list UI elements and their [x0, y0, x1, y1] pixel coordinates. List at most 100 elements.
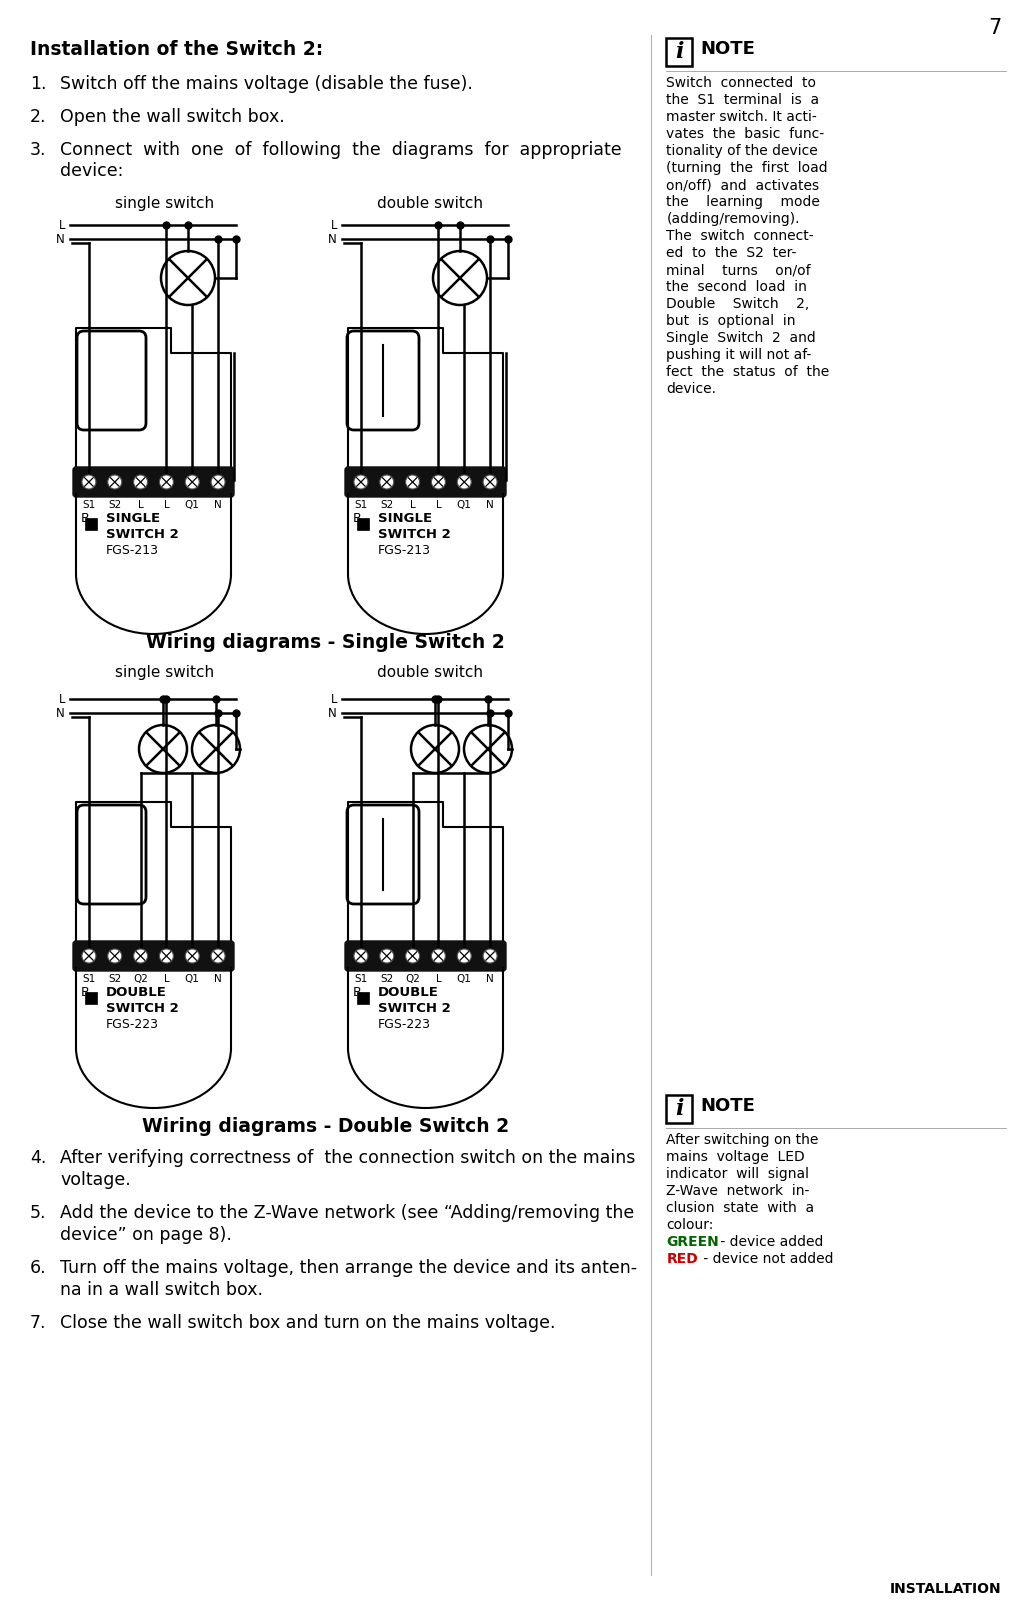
Text: N: N — [214, 500, 222, 511]
Circle shape — [405, 949, 420, 962]
Text: S2: S2 — [108, 500, 121, 511]
Text: DOUBLE: DOUBLE — [378, 986, 439, 999]
Text: L: L — [409, 500, 416, 511]
Text: S2: S2 — [380, 973, 393, 985]
Text: L: L — [331, 693, 337, 706]
Text: double switch: double switch — [377, 664, 483, 680]
Circle shape — [108, 475, 121, 488]
Text: Installation of the Switch 2:: Installation of the Switch 2: — [30, 40, 324, 59]
FancyBboxPatch shape — [72, 467, 234, 496]
Text: Switch off the mains voltage (disable the fuse).: Switch off the mains voltage (disable th… — [60, 75, 473, 93]
Text: single switch: single switch — [115, 195, 214, 211]
Text: - device added: - device added — [717, 1234, 824, 1249]
Text: Q1: Q1 — [456, 500, 472, 511]
Text: DOUBLE: DOUBLE — [106, 986, 166, 999]
Text: double switch: double switch — [377, 195, 483, 211]
Circle shape — [354, 475, 368, 488]
Circle shape — [380, 475, 394, 488]
Text: the  second  load  in: the second load in — [667, 280, 808, 295]
Text: Single  Switch  2  and: Single Switch 2 and — [667, 331, 816, 344]
FancyBboxPatch shape — [72, 941, 234, 970]
Text: 7: 7 — [987, 18, 1001, 38]
Text: B: B — [353, 512, 361, 525]
Text: After switching on the: After switching on the — [667, 1134, 819, 1146]
Text: 1.: 1. — [30, 75, 47, 93]
FancyBboxPatch shape — [85, 519, 97, 530]
Text: S2: S2 — [380, 500, 393, 511]
Text: Wiring diagrams - Single Switch 2: Wiring diagrams - Single Switch 2 — [146, 632, 505, 652]
Text: The  switch  connect-: The switch connect- — [667, 229, 814, 243]
Text: N: N — [56, 232, 65, 245]
Text: L: L — [163, 500, 169, 511]
FancyBboxPatch shape — [357, 993, 369, 1004]
Text: SWITCH 2: SWITCH 2 — [378, 1002, 450, 1015]
Text: GREEN: GREEN — [667, 1234, 719, 1249]
Text: Wiring diagrams - Double Switch 2: Wiring diagrams - Double Switch 2 — [142, 1117, 509, 1137]
Text: fect  the  status  of  the: fect the status of the — [667, 365, 830, 379]
Text: master switch. It acti-: master switch. It acti- — [667, 110, 817, 123]
Circle shape — [211, 475, 225, 488]
Text: L: L — [58, 693, 65, 706]
Text: L: L — [331, 218, 337, 232]
Text: 6.: 6. — [30, 1258, 47, 1278]
Text: minal    turns    on/of: minal turns on/of — [667, 263, 811, 277]
Text: S1: S1 — [354, 973, 368, 985]
Text: N: N — [328, 706, 337, 719]
Text: indicator  will  signal: indicator will signal — [667, 1167, 810, 1182]
Text: device” on page 8).: device” on page 8). — [60, 1226, 232, 1244]
Text: L: L — [436, 500, 441, 511]
FancyBboxPatch shape — [357, 519, 369, 530]
Circle shape — [432, 475, 445, 488]
Text: After verifying correctness of  the connection switch on the mains: After verifying correctness of the conne… — [60, 1150, 635, 1167]
Text: NOTE: NOTE — [700, 40, 756, 58]
Text: pushing it will not af-: pushing it will not af- — [667, 347, 812, 362]
Text: tionality of the device: tionality of the device — [667, 144, 818, 158]
Text: Turn off the mains voltage, then arrange the device and its anten-: Turn off the mains voltage, then arrange… — [60, 1258, 637, 1278]
Circle shape — [405, 475, 420, 488]
Text: S1: S1 — [354, 500, 368, 511]
Text: S1: S1 — [83, 973, 96, 985]
Text: FGS-213: FGS-213 — [106, 544, 159, 557]
Text: NOTE: NOTE — [700, 1097, 756, 1114]
Text: - device not added: - device not added — [699, 1252, 834, 1266]
Circle shape — [185, 475, 199, 488]
Text: SWITCH 2: SWITCH 2 — [106, 528, 179, 541]
Text: mains  voltage  LED: mains voltage LED — [667, 1150, 806, 1164]
Text: voltage.: voltage. — [60, 1170, 131, 1190]
Text: B: B — [81, 986, 90, 999]
Text: Close the wall switch box and turn on the mains voltage.: Close the wall switch box and turn on th… — [60, 1314, 555, 1332]
Text: L: L — [163, 973, 169, 985]
Circle shape — [185, 949, 199, 962]
Text: Q1: Q1 — [185, 973, 200, 985]
Text: Z-Wave  network  in-: Z-Wave network in- — [667, 1185, 810, 1198]
Text: 2.: 2. — [30, 107, 47, 126]
Text: on/off)  and  activates: on/off) and activates — [667, 178, 820, 192]
Text: Connect  with  one  of  following  the  diagrams  for  appropriate: Connect with one of following the diagra… — [60, 141, 622, 158]
Text: device:: device: — [60, 162, 124, 179]
Text: Q1: Q1 — [456, 973, 472, 985]
Text: the    learning    mode: the learning mode — [667, 195, 820, 210]
Text: INSTALLATION: INSTALLATION — [889, 1582, 1001, 1596]
Text: FGS-223: FGS-223 — [378, 1018, 431, 1031]
Text: vates  the  basic  func-: vates the basic func- — [667, 126, 825, 141]
Text: Switch  connected  to: Switch connected to — [667, 75, 817, 90]
Text: SINGLE: SINGLE — [378, 512, 432, 525]
Text: 3.: 3. — [30, 141, 47, 158]
Text: but  is  optional  in: but is optional in — [667, 314, 796, 328]
Circle shape — [82, 475, 96, 488]
Circle shape — [134, 475, 148, 488]
Text: clusion  state  with  a: clusion state with a — [667, 1201, 815, 1215]
Text: N: N — [56, 706, 65, 719]
Text: FGS-213: FGS-213 — [378, 544, 431, 557]
Text: (turning  the  first  load: (turning the first load — [667, 162, 828, 175]
Text: Q2: Q2 — [405, 973, 420, 985]
Text: ed  to  the  S2  ter-: ed to the S2 ter- — [667, 247, 796, 259]
Text: B: B — [353, 986, 361, 999]
Text: S1: S1 — [83, 500, 96, 511]
Text: i: i — [675, 42, 684, 62]
Text: RED: RED — [667, 1252, 698, 1266]
Text: (adding/removing).: (adding/removing). — [667, 211, 799, 226]
Text: L: L — [58, 218, 65, 232]
Circle shape — [82, 949, 96, 962]
Circle shape — [211, 949, 225, 962]
